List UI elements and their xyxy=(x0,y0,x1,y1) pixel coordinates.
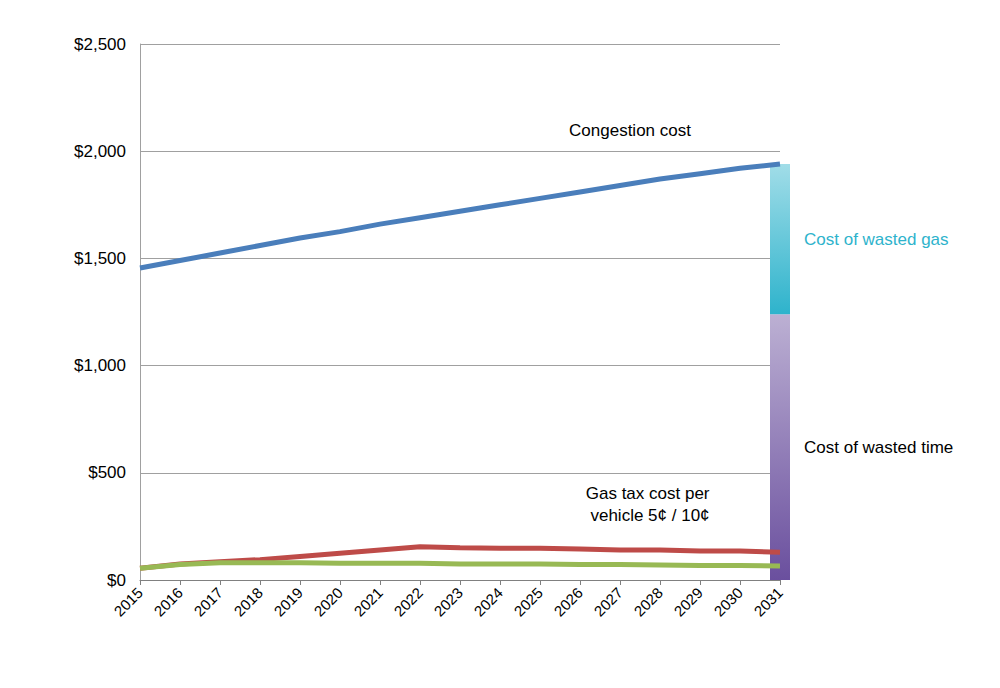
svg-text:2022: 2022 xyxy=(390,584,426,620)
svg-text:2017: 2017 xyxy=(190,584,226,620)
svg-text:2023: 2023 xyxy=(430,584,466,620)
svg-text:2030: 2030 xyxy=(710,584,746,620)
svg-text:2020: 2020 xyxy=(310,584,346,620)
svg-text:2024: 2024 xyxy=(470,584,506,620)
svg-text:$500: $500 xyxy=(88,463,126,482)
svg-text:2016: 2016 xyxy=(150,584,186,620)
svg-text:$2,500: $2,500 xyxy=(74,35,126,54)
svg-text:Congestion cost: Congestion cost xyxy=(569,121,691,140)
svg-text:Cost of wasted gas: Cost of wasted gas xyxy=(804,230,949,249)
svg-text:2028: 2028 xyxy=(630,584,666,620)
svg-text:$0: $0 xyxy=(107,571,126,590)
svg-text:vehicle 5¢ / 10¢: vehicle 5¢ / 10¢ xyxy=(590,506,709,525)
svg-text:2015: 2015 xyxy=(110,584,146,620)
svg-text:2018: 2018 xyxy=(230,584,266,620)
svg-text:2027: 2027 xyxy=(590,584,626,620)
svg-text:2029: 2029 xyxy=(670,584,706,620)
svg-text:2019: 2019 xyxy=(270,584,306,620)
svg-text:2026: 2026 xyxy=(550,584,586,620)
svg-text:2031: 2031 xyxy=(750,584,786,620)
svg-text:$1,500: $1,500 xyxy=(74,249,126,268)
svg-text:2025: 2025 xyxy=(510,584,546,620)
svg-text:Cost of wasted time: Cost of wasted time xyxy=(804,438,953,457)
svg-text:$1,000: $1,000 xyxy=(74,356,126,375)
svg-text:2021: 2021 xyxy=(350,584,386,620)
svg-text:Gas tax cost per: Gas tax cost per xyxy=(586,484,715,503)
svg-text:$2,000: $2,000 xyxy=(74,142,126,161)
